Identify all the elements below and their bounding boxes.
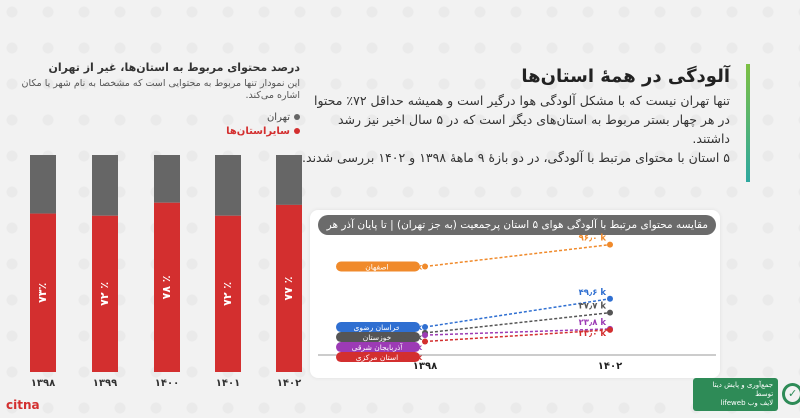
logo-name-row: لایف وب lifeweb (698, 399, 773, 408)
line-chart-title: مقایسه محتوای مرتبط با آلودگی هوای ۵ است… (318, 215, 716, 251)
series-name: خوزستان (363, 333, 392, 342)
series-point (422, 324, 428, 331)
series-start-value: ۲۰٫۴ k (398, 333, 423, 342)
series-name: آذربایجان شرقی (352, 342, 404, 352)
bar-chart-title: درصد محتوای مربوط به استان‌ها، غیر از ته… (48, 61, 300, 74)
bar-x-tick-label: ۱۴۰۱ (216, 378, 240, 389)
legend-label: تهران (266, 112, 290, 123)
bar-tehran (276, 155, 302, 205)
bar-data-label: ۷۲ ٪ (221, 282, 234, 306)
series-name: اصفهان (365, 262, 389, 271)
series-line (424, 311, 611, 334)
logo-sub: lifeweb (720, 398, 746, 407)
bar-x-tick-label: ۱۳۹۹ (93, 378, 117, 389)
series-point (607, 241, 613, 248)
legend-item-tehran: تهران (150, 112, 300, 123)
bar-other-provinces (276, 204, 302, 372)
bar-data-label: ۷۲ ٪ (98, 282, 111, 306)
series-line (424, 328, 611, 336)
bar-tehran (30, 155, 56, 214)
bar-other-provinces (215, 215, 241, 372)
series-start-value: ۲۵٫۴ k (398, 323, 423, 332)
series-start-value: ۱۳٫۰ k (398, 353, 423, 362)
series-label-pill (336, 352, 420, 363)
series-name: خراسان رضوی (353, 323, 400, 332)
series-label-pill (336, 261, 420, 272)
series-point (422, 332, 428, 339)
bar-tehran (154, 155, 180, 203)
article-paragraph-1: تنها تهران نیست که با مشکل آلودگی هوا در… (313, 93, 730, 146)
series-point (607, 295, 613, 302)
logo-text: جمع‌آوری و پایش دیتا توسط (712, 380, 774, 398)
series-end-value: ۲۳٫۰ k (579, 329, 607, 339)
bar-x-tick-label: ۱۴۰۲ (277, 378, 301, 389)
legend-dot-icon (294, 128, 300, 134)
logo-text-box: جمع‌آوری و پایش دیتا توسط لایف وب lifewe… (693, 377, 779, 411)
bar-chart-note: این نمودار تنها مربوط به محتوایی است که … (21, 78, 300, 101)
series-end-value: ۲۳٫۸ k (579, 318, 607, 328)
bar-tehran (215, 155, 241, 216)
article-panel: آلودگی در همهٔ استان‌ها تنها تهران نیست … (300, 60, 750, 182)
legend-item-other: سایراستان‌ها (150, 126, 300, 137)
series-line (424, 298, 611, 328)
series-point (422, 338, 428, 345)
series-end-value: ۴۹٫۶ k (579, 288, 607, 298)
series-end-value: ۳۷٫۷ k (579, 302, 607, 312)
bar-data-label: ۷۳٪ (36, 283, 49, 303)
series-end-value: ۹۶٫۰ k (579, 234, 607, 244)
series-start-value: ۷۷٫۳ k (398, 262, 423, 271)
bar-data-label: ۷۸ ٪ (160, 275, 173, 299)
source-logo: citna (6, 398, 40, 412)
bar-x-tick-label: ۱۳۹۸ (31, 378, 55, 389)
legend-dot-icon (294, 114, 300, 120)
logo-name: لایف وب (747, 398, 774, 407)
series-point (422, 263, 428, 270)
line-x-tick-label: ۱۴۰۲ (598, 361, 622, 372)
series-point (607, 326, 613, 333)
checkmark-icon: ✓ (782, 383, 800, 405)
article-paragraph-2: ۵ استان با محتوای مرتبط با آلودگی، در دو… (302, 150, 730, 165)
series-line (424, 243, 611, 268)
bar-tehran (92, 155, 118, 216)
bar-other-provinces (30, 213, 56, 372)
series-name: استان مرکزی (356, 353, 399, 362)
lifeweb-logo: جمع‌آوری و پایش دیتا توسط لایف وب lifewe… (693, 377, 800, 411)
legend-label: سایراستان‌ها (226, 126, 290, 137)
bar-other-provinces (154, 202, 180, 372)
bar-other-provinces (92, 215, 118, 372)
bar-x-tick-label: ۱۴۰۰ (155, 378, 179, 389)
series-label-pill (336, 332, 420, 343)
article-title: آلودگی در همهٔ استان‌ها (521, 66, 730, 87)
line-x-tick-label: ۱۳۹۸ (413, 361, 437, 372)
series-start-value: ۱۸٫۵ k (398, 343, 423, 352)
accent-bar (746, 64, 750, 182)
series-label-pill (336, 342, 420, 353)
series-point (607, 309, 613, 316)
series-line (424, 329, 611, 343)
bar-data-label: ۷۷ ٪ (282, 276, 295, 300)
series-label-pill (336, 322, 420, 333)
